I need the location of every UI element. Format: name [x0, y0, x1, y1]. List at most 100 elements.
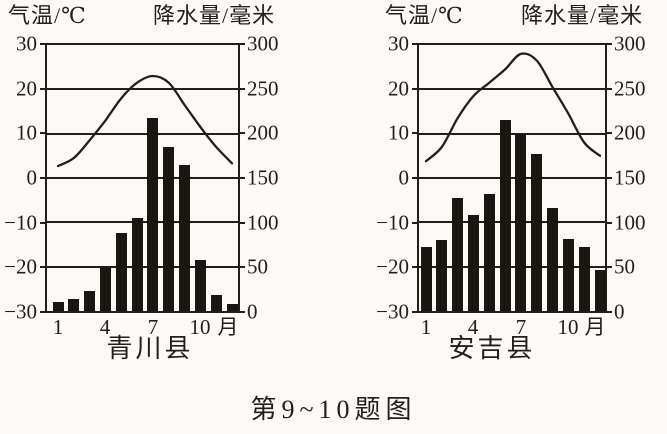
- precip-bar-month-11: [579, 247, 590, 311]
- precip-bar-month-12: [227, 304, 238, 311]
- precip-bar-month-6: [132, 218, 143, 311]
- precip-bar-month-9: [547, 208, 558, 311]
- month-axis-label: 10: [189, 315, 211, 339]
- precip-bar-month-10: [563, 239, 574, 311]
- precip-bar-month-2: [68, 299, 79, 311]
- temp-axis-tick: [40, 132, 46, 134]
- temp-axis-tick: [40, 88, 46, 90]
- temp-axis-tick: [412, 132, 418, 134]
- precip-axis-tick-label: 50: [614, 254, 635, 279]
- temp-axis-tick-label: 30: [16, 31, 37, 56]
- precip-axis-tick-label: 200: [247, 120, 279, 145]
- temp-axis-tick: [412, 88, 418, 90]
- temp-axis-tick-label: −20: [4, 254, 37, 279]
- temp-axis-tick-label: 10: [16, 120, 37, 145]
- precip-axis-tick: [606, 88, 612, 90]
- month-axis-label: 1: [420, 315, 432, 339]
- precip-axis-tick-label: 0: [614, 299, 625, 324]
- temperature-curve-path: [424, 52, 602, 163]
- precip-bar-month-3: [452, 198, 463, 311]
- temp-axis-tick-label: 30: [388, 31, 409, 56]
- temp-axis-tick-label: 20: [388, 76, 409, 101]
- temp-axis-tick: [412, 311, 418, 313]
- month-axis-label: 1: [52, 315, 64, 339]
- temp-axis-tick: [40, 266, 46, 268]
- temp-axis-tick-label: 0: [26, 165, 38, 190]
- temp-axis-tick-label: 10: [388, 120, 409, 145]
- precip-axis-tick-label: 150: [247, 165, 279, 190]
- precip-axis-tick: [239, 88, 245, 90]
- month-axis-label: 4: [467, 315, 479, 339]
- precip-axis-tick-label: 300: [247, 31, 279, 56]
- precip-axis-tick: [239, 177, 245, 179]
- precip-bar-month-4: [100, 268, 111, 311]
- plot-area: [45, 43, 240, 313]
- precip-axis-tick: [606, 311, 612, 313]
- precip-axis-tick-label: 100: [247, 210, 279, 235]
- precip-axis-tick: [606, 266, 612, 268]
- climate-chart-qingchuan: 气温/℃ 降水量/毫米 青川县 30 300 20 250 10 200 0 150 −10 10…: [0, 0, 333, 380]
- temp-axis-tick-label: 20: [16, 76, 37, 101]
- precip-axis-tick: [606, 222, 612, 224]
- precip-bar-month-2: [436, 240, 447, 311]
- temp-axis-tick: [412, 43, 418, 45]
- chart-title: 青川县: [106, 334, 194, 363]
- temp-axis-tick: [40, 43, 46, 45]
- temp-axis-tick: [412, 266, 418, 268]
- precip-axis-tick: [239, 266, 245, 268]
- month-axis-label: 10: [557, 315, 579, 339]
- precip-axis-tick: [239, 43, 245, 45]
- precip-bar-month-1: [421, 247, 432, 311]
- precip-bar-month-9: [179, 165, 190, 311]
- temp-axis-tick: [40, 311, 46, 313]
- temp-axis-title: 气温/℃: [385, 3, 464, 28]
- precip-axis-tick: [606, 43, 612, 45]
- precip-axis-tick-label: 100: [614, 210, 646, 235]
- temp-axis-tick-label: −10: [376, 210, 409, 235]
- month-unit-label: 月: [584, 315, 606, 339]
- month-axis-label: 4: [99, 315, 111, 339]
- month-axis-label: 7: [147, 315, 159, 339]
- gridline: [419, 221, 605, 223]
- gridline: [419, 266, 605, 268]
- temperature-curve: [56, 74, 234, 168]
- temp-axis-tick-label: −30: [376, 299, 409, 324]
- plot-area: [417, 43, 607, 313]
- temp-axis-tick-label: −30: [4, 299, 37, 324]
- precip-axis-tick: [606, 177, 612, 179]
- precip-axis-tick-label: 250: [614, 76, 646, 101]
- precip-bar-month-8: [163, 147, 174, 311]
- temperature-curve-path: [56, 74, 234, 168]
- precip-bar-month-1: [53, 302, 64, 311]
- precip-axis-tick-label: 50: [247, 254, 268, 279]
- temp-axis-tick-label: −10: [4, 210, 37, 235]
- precip-bar-month-6: [500, 120, 511, 311]
- gridline: [419, 177, 605, 179]
- chart-title: 安吉县: [448, 334, 536, 363]
- precip-axis-title: 降水量/毫米: [153, 3, 276, 28]
- temp-axis-tick-label: −20: [376, 254, 409, 279]
- precip-bar-month-7: [515, 134, 526, 311]
- precip-axis-tick-label: 200: [614, 120, 646, 145]
- precip-axis-tick: [239, 222, 245, 224]
- precip-axis-tick: [239, 311, 245, 313]
- precip-bar-month-8: [531, 154, 542, 311]
- gridline: [47, 88, 238, 90]
- precip-bar-month-10: [195, 260, 206, 311]
- precip-bar-month-5: [116, 233, 127, 311]
- precip-axis-tick: [606, 132, 612, 134]
- figure-caption: 第9~10题图: [250, 395, 417, 424]
- precip-axis-tick-label: 150: [614, 165, 646, 190]
- month-axis-label: 7: [515, 315, 527, 339]
- climate-chart-anji: 气温/℃ 降水量/毫米 安吉县 30 300 20 250 10 200 0 150 −10 10…: [333, 0, 667, 380]
- precip-axis-tick-label: 300: [614, 31, 646, 56]
- gridline: [419, 88, 605, 90]
- temp-axis-tick: [40, 177, 46, 179]
- precip-bar-month-12: [595, 270, 606, 311]
- gridline: [47, 133, 238, 135]
- precip-bar-month-4: [468, 215, 479, 311]
- temp-axis-title: 气温/℃: [8, 3, 87, 28]
- precip-bar-month-11: [211, 295, 222, 311]
- precip-axis-tick-label: 250: [247, 76, 279, 101]
